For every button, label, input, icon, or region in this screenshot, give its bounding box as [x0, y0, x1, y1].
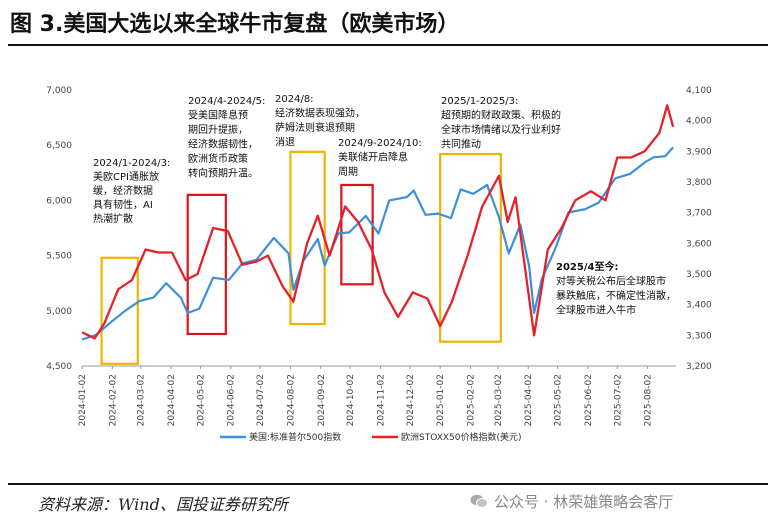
x-tick-label: 2024-10-02	[346, 374, 356, 426]
y-left-tick-label: 5,000	[46, 307, 72, 317]
annotation-line: 经济数据表现强劲，	[275, 107, 365, 120]
axes: 4,500 5,000 5,500 6,000 6,500 7,000 3,200 3,300…	[46, 86, 712, 426]
y-right-tick-label: 3,600	[686, 239, 712, 249]
annotation-line: 2024/4-2024/5:	[188, 96, 265, 107]
x-tick-label: 2024-08-02	[286, 374, 296, 426]
watermark-text: 公众号 · 林荣雄策略会客厅	[494, 493, 674, 511]
y-right-tick-label: 3,300	[686, 331, 712, 341]
annotation-line: 2024/1-2024/3:	[93, 158, 170, 169]
x-tick-label: 2024-12-02	[406, 374, 416, 426]
x-tick-label: 2025-01-02	[436, 374, 446, 426]
annotation-line: 美欧CPI通胀放	[93, 170, 159, 183]
bottom-rule	[8, 483, 768, 485]
x-tick-label: 2024-11-02	[376, 374, 386, 426]
x-tick-label: 2025-05-02	[554, 374, 564, 426]
annotation-line: 全球市场情绪以及行业利好	[441, 123, 561, 136]
annotation-line: 暴跌触底，不确定性消散，	[556, 289, 676, 302]
y-left-tick-label: 5,500	[46, 252, 72, 262]
chart: 4,500 5,000 5,500 6,000 6,500 7,000 3,200 3,300…	[46, 86, 712, 443]
annotation-line: 共同推动	[441, 138, 481, 151]
series-line-stoxx50	[81, 104, 675, 340]
y-right-tick-label: 3,900	[686, 147, 712, 157]
x-tick-label: 2024-01-02	[78, 374, 88, 426]
highlight-box-red	[186, 193, 227, 336]
annotation-line: 超预期的财政政策、积极的	[441, 109, 561, 122]
source-note: 资料来源：Wind、国投证券研究所	[38, 495, 288, 514]
annotation-line: 欧洲货币政策	[188, 152, 248, 165]
annotation-line: 具有韧性，AI	[93, 198, 153, 211]
y-right-tick-label: 3,700	[686, 209, 712, 219]
x-tick-label: 2024-03-02	[137, 374, 147, 426]
x-tick-label: 2025-07-02	[613, 374, 623, 426]
annotation-line: 美联储开启降息	[338, 151, 408, 164]
y-right-tick-label: 4,000	[686, 117, 712, 127]
annotation-line: 缓，经济数据	[93, 184, 153, 197]
y-left-tick-label: 7,000	[46, 86, 72, 96]
watermark: 公众号 · 林荣雄策略会客厅	[470, 491, 673, 512]
highlight-box-yellow	[439, 152, 502, 343]
y-right-tick-label: 3,800	[686, 178, 712, 188]
wechat-icon	[470, 494, 488, 508]
x-tick-label: 2024-09-02	[317, 374, 327, 426]
annotation-line: 对等关税公布后全球股市	[556, 275, 666, 288]
y-right-tick-label: 3,200	[686, 362, 712, 372]
annotation-line: 萨姆法则衰退预期	[275, 121, 355, 134]
annotation-line: 2025/1-2025/3:	[441, 96, 518, 107]
annotation-line: 经济数据韧性，	[188, 138, 258, 151]
x-tick-label: 2024-04-02	[167, 374, 177, 426]
legend-label-stoxx50: 欧洲STOXX50价格指数(美元)	[401, 431, 522, 443]
series-lines	[81, 104, 675, 341]
legend-label-sp500: 美国:标准普尔500指数	[249, 431, 341, 443]
x-tick-label: 2024-07-02	[256, 374, 266, 426]
annotation: 2025/1-2025/3: 超预期的财政政策、积极的全球市场情绪以及行业利好共同…	[441, 96, 561, 151]
annotation-line: 期回升提振，	[188, 123, 248, 136]
y-left-tick-label: 4,500	[46, 362, 72, 372]
x-tick-label: 2025-02-02	[466, 374, 476, 426]
figure-title: 图 3.美国大选以来全球牛市复盘（欧美市场）	[10, 12, 460, 37]
x-tick-label: 2024-05-02	[196, 374, 206, 426]
legend: 美国:标准普尔500指数 欧洲STOXX50价格指数(美元)	[220, 431, 522, 443]
x-tick-label: 2025-04-02	[524, 374, 534, 426]
highlight-boxes	[100, 150, 502, 365]
annotation-line: 2025/4至今:	[556, 260, 618, 273]
highlight-box-yellow	[100, 256, 139, 365]
annotation-line: 消退	[275, 136, 295, 149]
annotation-line: 2024/9-2024/10:	[338, 138, 422, 149]
y-right-tick-label: 4,100	[686, 86, 712, 96]
annotation-line: 热潮扩散	[93, 212, 133, 225]
top-rule	[8, 44, 768, 46]
y-right-tick-label: 3,400	[686, 301, 712, 311]
annotation-line: 转向预期升温。	[188, 167, 258, 180]
x-tick-label: 2025-03-02	[494, 374, 504, 426]
highlight-box-yellow	[289, 150, 326, 326]
highlight-box-red	[340, 183, 374, 286]
x-tick-label: 2025-08-02	[644, 374, 654, 426]
y-right-tick-label: 3,500	[686, 270, 712, 280]
annotation-line: 受美国降息预	[188, 109, 248, 122]
x-tick-label: 2025-06-02	[584, 374, 594, 426]
annotation-line: 2024/8:	[275, 94, 314, 105]
x-tick-label: 2024-06-02	[227, 374, 237, 426]
annotation-line: 全球股市进入牛市	[556, 304, 636, 317]
x-tick-label: 2024-02-02	[108, 374, 118, 426]
y-left-tick-label: 6,500	[46, 141, 72, 151]
annotations: 2024/1-2024/3:美欧CPI通胀放缓，经济数据具有韧性，AI热潮扩散2…	[93, 94, 676, 317]
annotation-line: 周期	[338, 166, 358, 178]
y-left-tick-label: 6,000	[46, 196, 72, 206]
